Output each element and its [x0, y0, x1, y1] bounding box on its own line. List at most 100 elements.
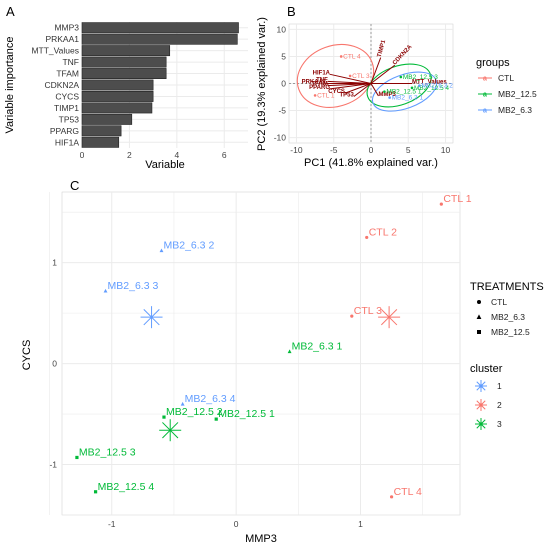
cluster-point-label-mb2-6-3-2: MB2_6.3 2 — [164, 240, 215, 252]
panel-label-c: C — [70, 178, 79, 193]
loading-arrow-cycs — [344, 83, 372, 94]
legend-cluster-label-3: 3 — [497, 419, 502, 429]
pca-point-label-ctl-4: CTL 4 — [343, 53, 361, 60]
legend-shape-ctl — [477, 300, 481, 304]
legend-cluster-label-2: 2 — [497, 400, 502, 410]
centroid-cluster-2 — [378, 306, 401, 329]
centroid-cluster-3-stroke — [162, 422, 179, 439]
pca-point-mb2-12-5-1 — [383, 90, 386, 93]
cluster-point-label-ctl-3: CTL 3 — [354, 305, 382, 317]
pca-point-label-mb2-6-3-1: MB2_6.3 1 — [392, 95, 424, 102]
panel-b-pca-biplot: TIMP1 CDKN2AMTT_ValuesHIF1ATNFPRKAA1TFAMP… — [256, 17, 537, 169]
panel-a-x-ticks: 0 2 4 6 — [80, 150, 227, 160]
panel-c-x-axis-title: MMP3 — [245, 533, 277, 545]
centroid-cluster-1 — [140, 306, 163, 329]
loading-arrow-tfam — [327, 83, 372, 87]
category-label-pparg: PPARG — [50, 126, 79, 136]
legend-key-mb2-6-3: a — [483, 108, 487, 115]
legend-key-mb2-12-5: a — [483, 92, 487, 99]
loading-arrow-pparg — [329, 83, 372, 90]
cluster-point-mb2-6-3-1 — [287, 349, 292, 354]
panel-c-cluster-legend: 1 2 3 — [475, 380, 502, 430]
cluster-point-label-ctl-2: CTL 2 — [369, 226, 397, 238]
cluster-point-ctl-4 — [389, 495, 394, 499]
panel-c-xtick-0: 0 — [234, 519, 239, 529]
legend-cluster-dot-2 — [479, 403, 483, 407]
panel-a-y-axis-title: Variable importance — [4, 36, 16, 133]
bar-mtt-values — [81, 45, 171, 57]
panel-b-y-axis-title: PC2 (19.3% explained var.) — [256, 17, 268, 151]
panel-b-ytick-10: -10 — [274, 133, 287, 143]
legend-label-ctl: CTL — [498, 73, 514, 83]
cluster-point-label-mb2-6-3-3: MB2_6.3 3 — [108, 280, 159, 292]
category-label-tp53: TP53 — [59, 114, 80, 124]
panel-c-ytick-0: 0 — [52, 359, 57, 369]
cluster-point-label-mb2-6-3-4: MB2_6.3 4 — [185, 393, 236, 405]
cluster-point-label-mb2-12-5-2: MB2_12.5 2 — [166, 406, 223, 418]
panel-b-legend-title: groups — [476, 57, 510, 69]
bar-tnf — [81, 56, 167, 68]
category-label-cdkn2a: CDKN2A — [45, 80, 80, 90]
pca-point-label-mb2-12-5-3: MB2_12.5 3 — [403, 74, 438, 81]
loading-label-tfam: TFAM — [311, 82, 327, 88]
loading-label-cycs: CYCS — [328, 89, 345, 95]
cluster-point-ctl-2 — [365, 235, 369, 240]
cluster-point-label-mb2-12-5-4: MB2_12.5 4 — [98, 481, 155, 493]
category-label-cycs: CYCS — [55, 91, 79, 101]
cluster-point-label-mb2-6-3-1: MB2_6.3 1 — [292, 340, 343, 352]
legend-key-ctl: a — [483, 76, 487, 83]
cluster-point-label-mb2-12-5-3: MB2_12.5 3 — [79, 446, 136, 458]
loading-label-tp53: TP53 — [340, 92, 355, 98]
loading-label-mtt-values: MTT_Values — [412, 80, 447, 86]
bar-hif1a — [81, 136, 120, 148]
category-label-mtt-values: MTT_Values — [31, 46, 79, 56]
bar-timp1 — [81, 102, 153, 114]
centroid-cluster-3 — [159, 419, 182, 442]
panel-a-bars — [81, 22, 239, 148]
bar-mmp3 — [81, 22, 239, 34]
ellipse-mb2-6-3 — [371, 71, 438, 112]
pca-point-ctl-4 — [339, 55, 343, 58]
panel-c-shape-legend: CTL MB2_6.3 MB2_12.5 — [476, 297, 530, 337]
cluster-point-label-ctl-1: CTL 1 — [443, 193, 471, 205]
panel-b-ytick-5: -5 — [278, 106, 286, 116]
cluster-point-label-mb2-12-5-1: MB2_12.5 1 — [218, 408, 275, 420]
panel-label-a: A — [6, 4, 15, 19]
panel-c-ticks: -1 0 1 -1 0 1 — [49, 258, 363, 529]
loading-arrow-hif1a — [329, 73, 372, 84]
category-label-tfam: TFAM — [56, 69, 79, 79]
loading-label-prkaa1: PRKAA1 — [302, 80, 327, 86]
pca-point-mb2-6-3-2 — [418, 84, 421, 87]
category-label-prkaa1: PRKAA1 — [45, 34, 79, 44]
loading-arrow-tp53 — [353, 83, 372, 97]
loading-arrow-cdkn2a — [370, 64, 396, 84]
bar-tp53 — [81, 113, 133, 125]
cluster-point-mb2-12-5-1 — [214, 417, 218, 421]
panel-c-xtick-1: -1 — [108, 519, 116, 529]
pca-point-label-ctl-3: CTL 3 — [352, 73, 370, 80]
bar-cycs — [81, 91, 154, 102]
panel-b-xtick-5: 5 — [406, 145, 411, 155]
panel-c-y-axis-title: CYCS — [21, 340, 33, 371]
category-label-tnf: TNF — [62, 57, 79, 67]
cluster-point-mb2-6-3-2 — [159, 248, 164, 253]
panel-b-points: CTL 4 CTL 1 CTL 3 MB2_12.5 3 MB2_12.5 4MB2_1… — [313, 53, 453, 102]
panel-c-xtick-1: 1 — [358, 519, 363, 529]
legend-shape-label-mb2-6-3: MB2_6.3 — [491, 312, 525, 322]
loading-label-mmp3: MMP3 — [378, 92, 396, 98]
cluster-point-label-ctl-4: CTL 4 — [394, 486, 422, 498]
cluster-point-mb2-12-5-4 — [93, 490, 98, 494]
loading-label-hif1a: HIF1A — [313, 70, 331, 76]
panel-c-cluster-scatter: CTL 1 CTL 2 CTL 3 CTL 4 MB2_6.3 2 MB2_6.3 3 MB… — [21, 191, 544, 545]
panel-b-ytick-0: 0 — [281, 79, 286, 89]
panel-b-ytick-5: 5 — [281, 51, 286, 61]
panel-label-b: B — [287, 4, 296, 19]
legend-label-mb2-12-5: MB2_12.5 — [498, 89, 537, 99]
pca-point-mb2-12-5-4 — [410, 86, 414, 90]
cluster-point-mb2-12-5-3 — [75, 455, 79, 460]
pca-point-label-mb2-12-5-1: MB2_12.5 1 — [386, 89, 421, 96]
panel-b-xtick-10: -10 — [290, 145, 303, 155]
panel-b-ytick-10: 10 — [277, 24, 287, 34]
